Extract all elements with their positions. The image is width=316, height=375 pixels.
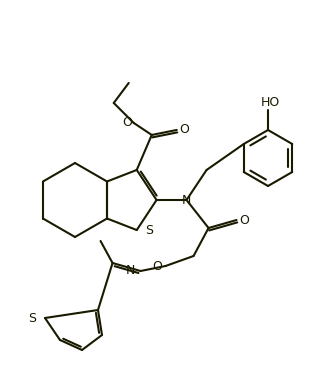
- Text: O: O: [122, 117, 132, 129]
- Text: S: S: [145, 224, 153, 237]
- Text: O: O: [179, 123, 189, 136]
- Text: N: N: [182, 194, 191, 207]
- Text: N: N: [126, 264, 136, 278]
- Text: S: S: [28, 312, 36, 324]
- Text: O: O: [153, 260, 162, 273]
- Text: O: O: [240, 213, 249, 226]
- Text: HO: HO: [260, 96, 280, 108]
